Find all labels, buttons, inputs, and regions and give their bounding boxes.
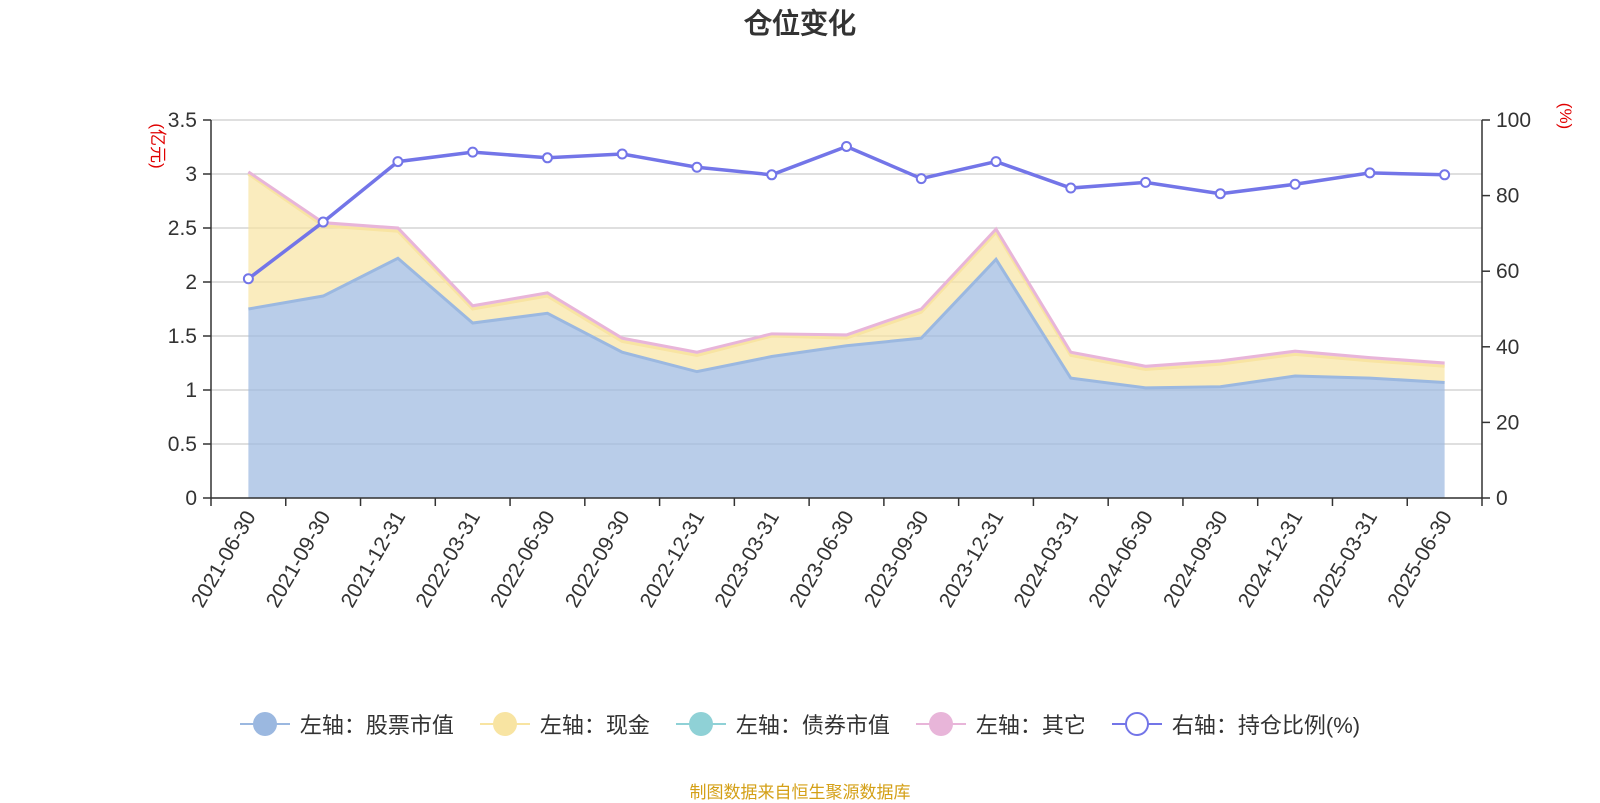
left-axis-tick-label: 1.5 xyxy=(168,325,197,348)
ratio-point xyxy=(766,169,778,181)
legend-marker-icon xyxy=(479,711,530,737)
ratio-point xyxy=(691,161,703,173)
legend-marker-icon xyxy=(239,711,290,737)
legend-label: 左轴：债券市值 xyxy=(735,713,890,738)
x-axis-tick-label: 2022-09-30 xyxy=(561,507,635,612)
right-axis-tick-label: 80 xyxy=(1496,185,1519,208)
left-axis-tick-label: 2.5 xyxy=(168,217,197,240)
left-axis-unit: (亿元) xyxy=(148,123,167,168)
left-axis-tick-label: 2 xyxy=(185,271,197,294)
right-axis-tick-label: 20 xyxy=(1496,411,1519,434)
right-axis-tick-label: 100 xyxy=(1496,109,1531,132)
x-axis-tick-label: 2025-03-31 xyxy=(1309,507,1383,612)
ratio-point xyxy=(1065,182,1077,194)
legend-item[interactable]: 左轴：股票市值 xyxy=(239,708,454,740)
x-axis-tick-label: 2023-06-30 xyxy=(785,507,859,612)
legend-item[interactable]: 左轴：其它 xyxy=(915,708,1086,740)
right-axis-tick-label: 0 xyxy=(1496,487,1508,510)
right-axis-tick-label: 40 xyxy=(1496,336,1519,359)
ratio-point xyxy=(1214,188,1226,200)
legend-label: 左轴：其它 xyxy=(975,713,1086,738)
x-axis-tick-label: 2021-09-30 xyxy=(262,507,336,612)
ratio-point xyxy=(841,140,852,152)
legend-marker-icon xyxy=(1111,711,1162,737)
legend-label: 左轴：现金 xyxy=(539,713,650,738)
x-axis-tick-label: 2025-06-30 xyxy=(1383,507,1457,612)
left-axis-tick-label: 3 xyxy=(185,163,197,186)
x-axis-tick-label: 2021-06-30 xyxy=(187,507,261,612)
x-axis-tick-label: 2023-03-31 xyxy=(710,507,784,612)
x-axis-tick-label: 2024-06-30 xyxy=(1084,507,1158,612)
legend-marker-icon xyxy=(675,711,726,737)
x-axis-tick-label: 2024-12-31 xyxy=(1234,507,1308,612)
legend-item[interactable]: 右轴：持仓比例(%) xyxy=(1111,708,1361,740)
legend-item[interactable]: 左轴：债券市值 xyxy=(675,708,890,740)
area-line-0 xyxy=(248,256,1445,390)
x-axis-tick-label: 2023-12-31 xyxy=(935,507,1009,612)
legend-item[interactable]: 左轴：现金 xyxy=(479,708,650,740)
ratio-point xyxy=(541,152,553,164)
area-line-1 xyxy=(247,172,1445,371)
legend-label: 左轴：股票市值 xyxy=(299,713,454,738)
x-axis-tick-label: 2024-03-31 xyxy=(1009,507,1083,612)
ratio-point xyxy=(392,156,404,168)
x-axis-tick-label: 2021-12-31 xyxy=(337,507,411,612)
ratio-point xyxy=(1289,178,1301,190)
legend-marker-icon xyxy=(915,711,966,737)
ratio-point xyxy=(915,173,927,185)
area-line-3 xyxy=(247,170,1445,368)
right-axis-tick-label: 60 xyxy=(1496,260,1519,283)
ratio-point xyxy=(242,273,254,285)
chart-title: 仓位变化 xyxy=(743,8,856,39)
right-axis-unit: (%) xyxy=(1556,103,1575,129)
ratio-point xyxy=(317,216,329,228)
x-axis-tick-label: 2024-09-30 xyxy=(1159,507,1233,612)
ratio-point xyxy=(1439,169,1451,181)
chart-plot-area: 0 0.5 1 1.5 2 2.5 3 3.5 0 20 40 60 80 100 (亿元) (%) 2021-… xyxy=(148,103,1575,612)
chart-legend: 左轴：股票市值 左轴：现金 左轴：债券市值 左轴：其它 右轴：持仓比例(%) xyxy=(0,704,1600,744)
left-axis-tick-label: 3.5 xyxy=(168,109,197,132)
ratio-point xyxy=(467,146,479,158)
x-axis-tick-label: 2022-12-31 xyxy=(636,507,710,612)
ratio-point xyxy=(1140,176,1152,188)
left-axis-tick-label: 0.5 xyxy=(168,433,197,456)
x-axis-tick-label: 2023-09-30 xyxy=(860,507,934,612)
data-source-note: 制图数据来自恒生聚源数据库 xyxy=(689,783,911,802)
ratio-point xyxy=(616,148,628,160)
x-axis-tick-label: 2022-03-31 xyxy=(411,507,485,612)
ratio-point xyxy=(1364,167,1376,179)
left-axis-tick-label: 0 xyxy=(185,487,197,510)
area-0 xyxy=(248,258,1445,498)
left-axis-tick-label: 1 xyxy=(185,379,197,402)
ratio-point xyxy=(990,156,1002,168)
x-axis-tick-label: 2022-06-30 xyxy=(486,507,560,612)
legend-label: 右轴：持仓比例(%) xyxy=(1171,713,1361,738)
